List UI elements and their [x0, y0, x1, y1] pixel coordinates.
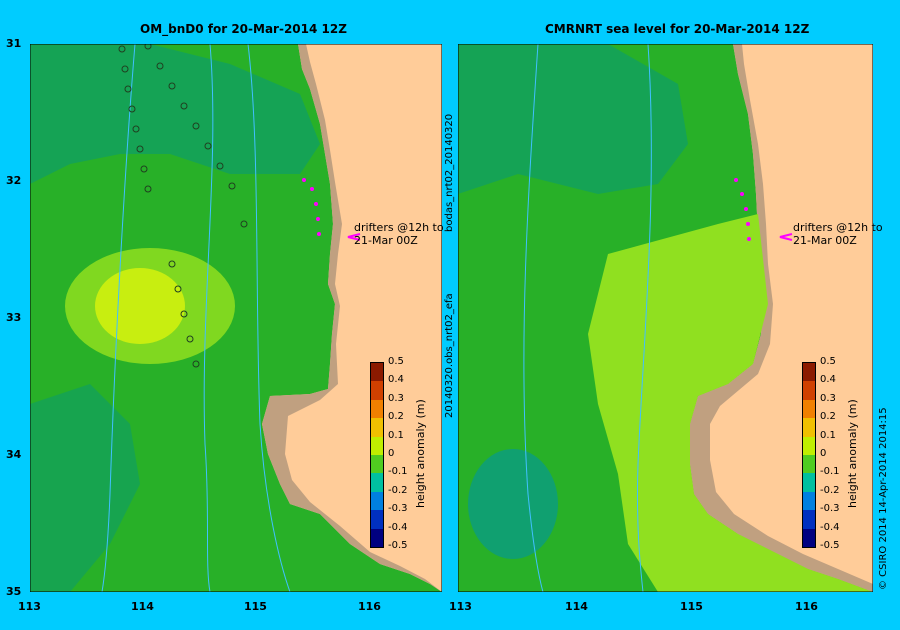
colorbar-tick-label: -0.5 [388, 540, 408, 551]
colorbar-segment [371, 436, 383, 456]
colorbar-tick-label: 0.3 [388, 392, 404, 404]
right-colorbar-title: height anomaly (m) [846, 399, 859, 508]
left-colorbar [370, 362, 384, 548]
left-x-114: 114 [131, 600, 154, 613]
side-label-bottom: 20140320.obs_nrt02_efa [444, 293, 455, 418]
teal-eddy-south [468, 449, 558, 559]
colorbar-segment [803, 528, 815, 548]
colorbar-tick-label: -0.3 [820, 503, 840, 515]
colorbar-segment [371, 510, 383, 529]
colorbar-tick-label: -0.4 [820, 521, 840, 533]
left-colorbar-title: height anomaly (m) [414, 399, 427, 508]
drifter-track-east [144, 44, 248, 228]
colorbar-segment [371, 473, 383, 492]
teal-region-north [30, 44, 320, 184]
colorbar-tick-label: 0 [820, 448, 827, 459]
left-map-title: OM_bnD0 for 20-Mar-2014 12Z [140, 22, 347, 36]
colorbar-tick-label: 0.4 [388, 374, 404, 386]
colorbar-segment [803, 418, 815, 437]
right-x-113: 113 [449, 600, 472, 613]
colorbar-tick-label: 0 [388, 448, 395, 459]
colorbar-segment [371, 528, 383, 548]
right-x-116: 116 [795, 600, 818, 613]
arrow-marker-right [779, 233, 793, 241]
colorbar-tick-label: 0.2 [388, 411, 404, 423]
colorbar-segment [803, 436, 815, 456]
contour-line-3 [247, 44, 291, 592]
colorbar-segment [371, 418, 383, 437]
colorbar-tick-label: 0.1 [388, 429, 404, 441]
colorbar-segment [803, 510, 815, 529]
left-annotation-line1: drifters @12h to [354, 221, 444, 234]
right-colorbar [802, 362, 816, 548]
right-x-114: 114 [565, 600, 588, 613]
colorbar-tick-label: 0.3 [820, 392, 836, 404]
left-x-113: 113 [18, 600, 41, 613]
colorbar-tick-label: 0.5 [388, 356, 404, 367]
colorbar-tick-label: -0.5 [820, 540, 840, 551]
drifter-track-west [118, 45, 152, 193]
colorbar-tick-label: 0.1 [820, 429, 836, 441]
colorbar-tick-label: -0.3 [388, 503, 408, 515]
y-label-31: 31 [6, 37, 22, 50]
colorbar-tick-label: 0.2 [820, 411, 836, 423]
colorbar-segment [803, 399, 815, 419]
colorbar-tick-label: -0.1 [820, 466, 840, 478]
arrow-marker [347, 233, 361, 241]
teal-region-right [458, 44, 688, 194]
left-x-116: 116 [358, 600, 381, 613]
right-map-title: CMRNRT sea level for 20-Mar-2014 12Z [545, 22, 810, 36]
y-label-34: 34 [6, 448, 22, 461]
colorbar-segment [371, 455, 383, 474]
colorbar-segment [803, 363, 815, 382]
colorbar-segment [803, 473, 815, 492]
colorbar-tick-label: -0.2 [388, 484, 408, 496]
anomaly-high [95, 268, 185, 344]
left-annotation-line2: 21-Mar 00Z [354, 234, 418, 247]
magenta-drifters-right [734, 178, 751, 241]
colorbar-tick-label: 0.4 [820, 374, 836, 386]
colorbar-tick-label: 0.5 [820, 356, 836, 367]
drifter-track-south [168, 260, 200, 368]
left-map-svg [30, 44, 442, 592]
colorbar-segment [371, 399, 383, 419]
colorbar-segment [803, 491, 815, 511]
side-label-top: bodas_nrt02_20140320 [444, 113, 455, 232]
right-drifter-annotation: drifters @12h to 21-Mar 00Z [793, 221, 883, 247]
colorbar-segment [371, 363, 383, 382]
colorbar-segment [371, 381, 383, 400]
left-x-115: 115 [244, 600, 267, 613]
left-drifter-annotation: drifters @12h to 21-Mar 00Z [354, 221, 444, 247]
colorbar-segment [371, 491, 383, 511]
colorbar-tick-label: -0.1 [388, 466, 408, 478]
right-x-115: 115 [680, 600, 703, 613]
credit-text: © CSIRO 2014 14-Apr-2014 2014:15 [878, 407, 889, 590]
colorbar-segment [803, 455, 815, 474]
right-annotation-line2: 21-Mar 00Z [793, 234, 857, 247]
left-map-panel [30, 44, 442, 592]
contour-line-2 [203, 44, 214, 592]
y-label-33: 33 [6, 311, 22, 324]
colorbar-segment [803, 381, 815, 400]
colorbar-tick-label: -0.2 [820, 484, 840, 496]
contour-line-1 [101, 44, 136, 592]
y-label-32: 32 [6, 174, 22, 187]
y-label-35: 35 [6, 585, 22, 598]
contour-line-r2 [636, 44, 652, 592]
lightgreen-region [588, 214, 873, 592]
magenta-drifters [302, 178, 321, 236]
right-annotation-line1: drifters @12h to [793, 221, 883, 234]
contour-line-r1 [523, 44, 544, 592]
colorbar-tick-label: -0.4 [388, 521, 408, 533]
